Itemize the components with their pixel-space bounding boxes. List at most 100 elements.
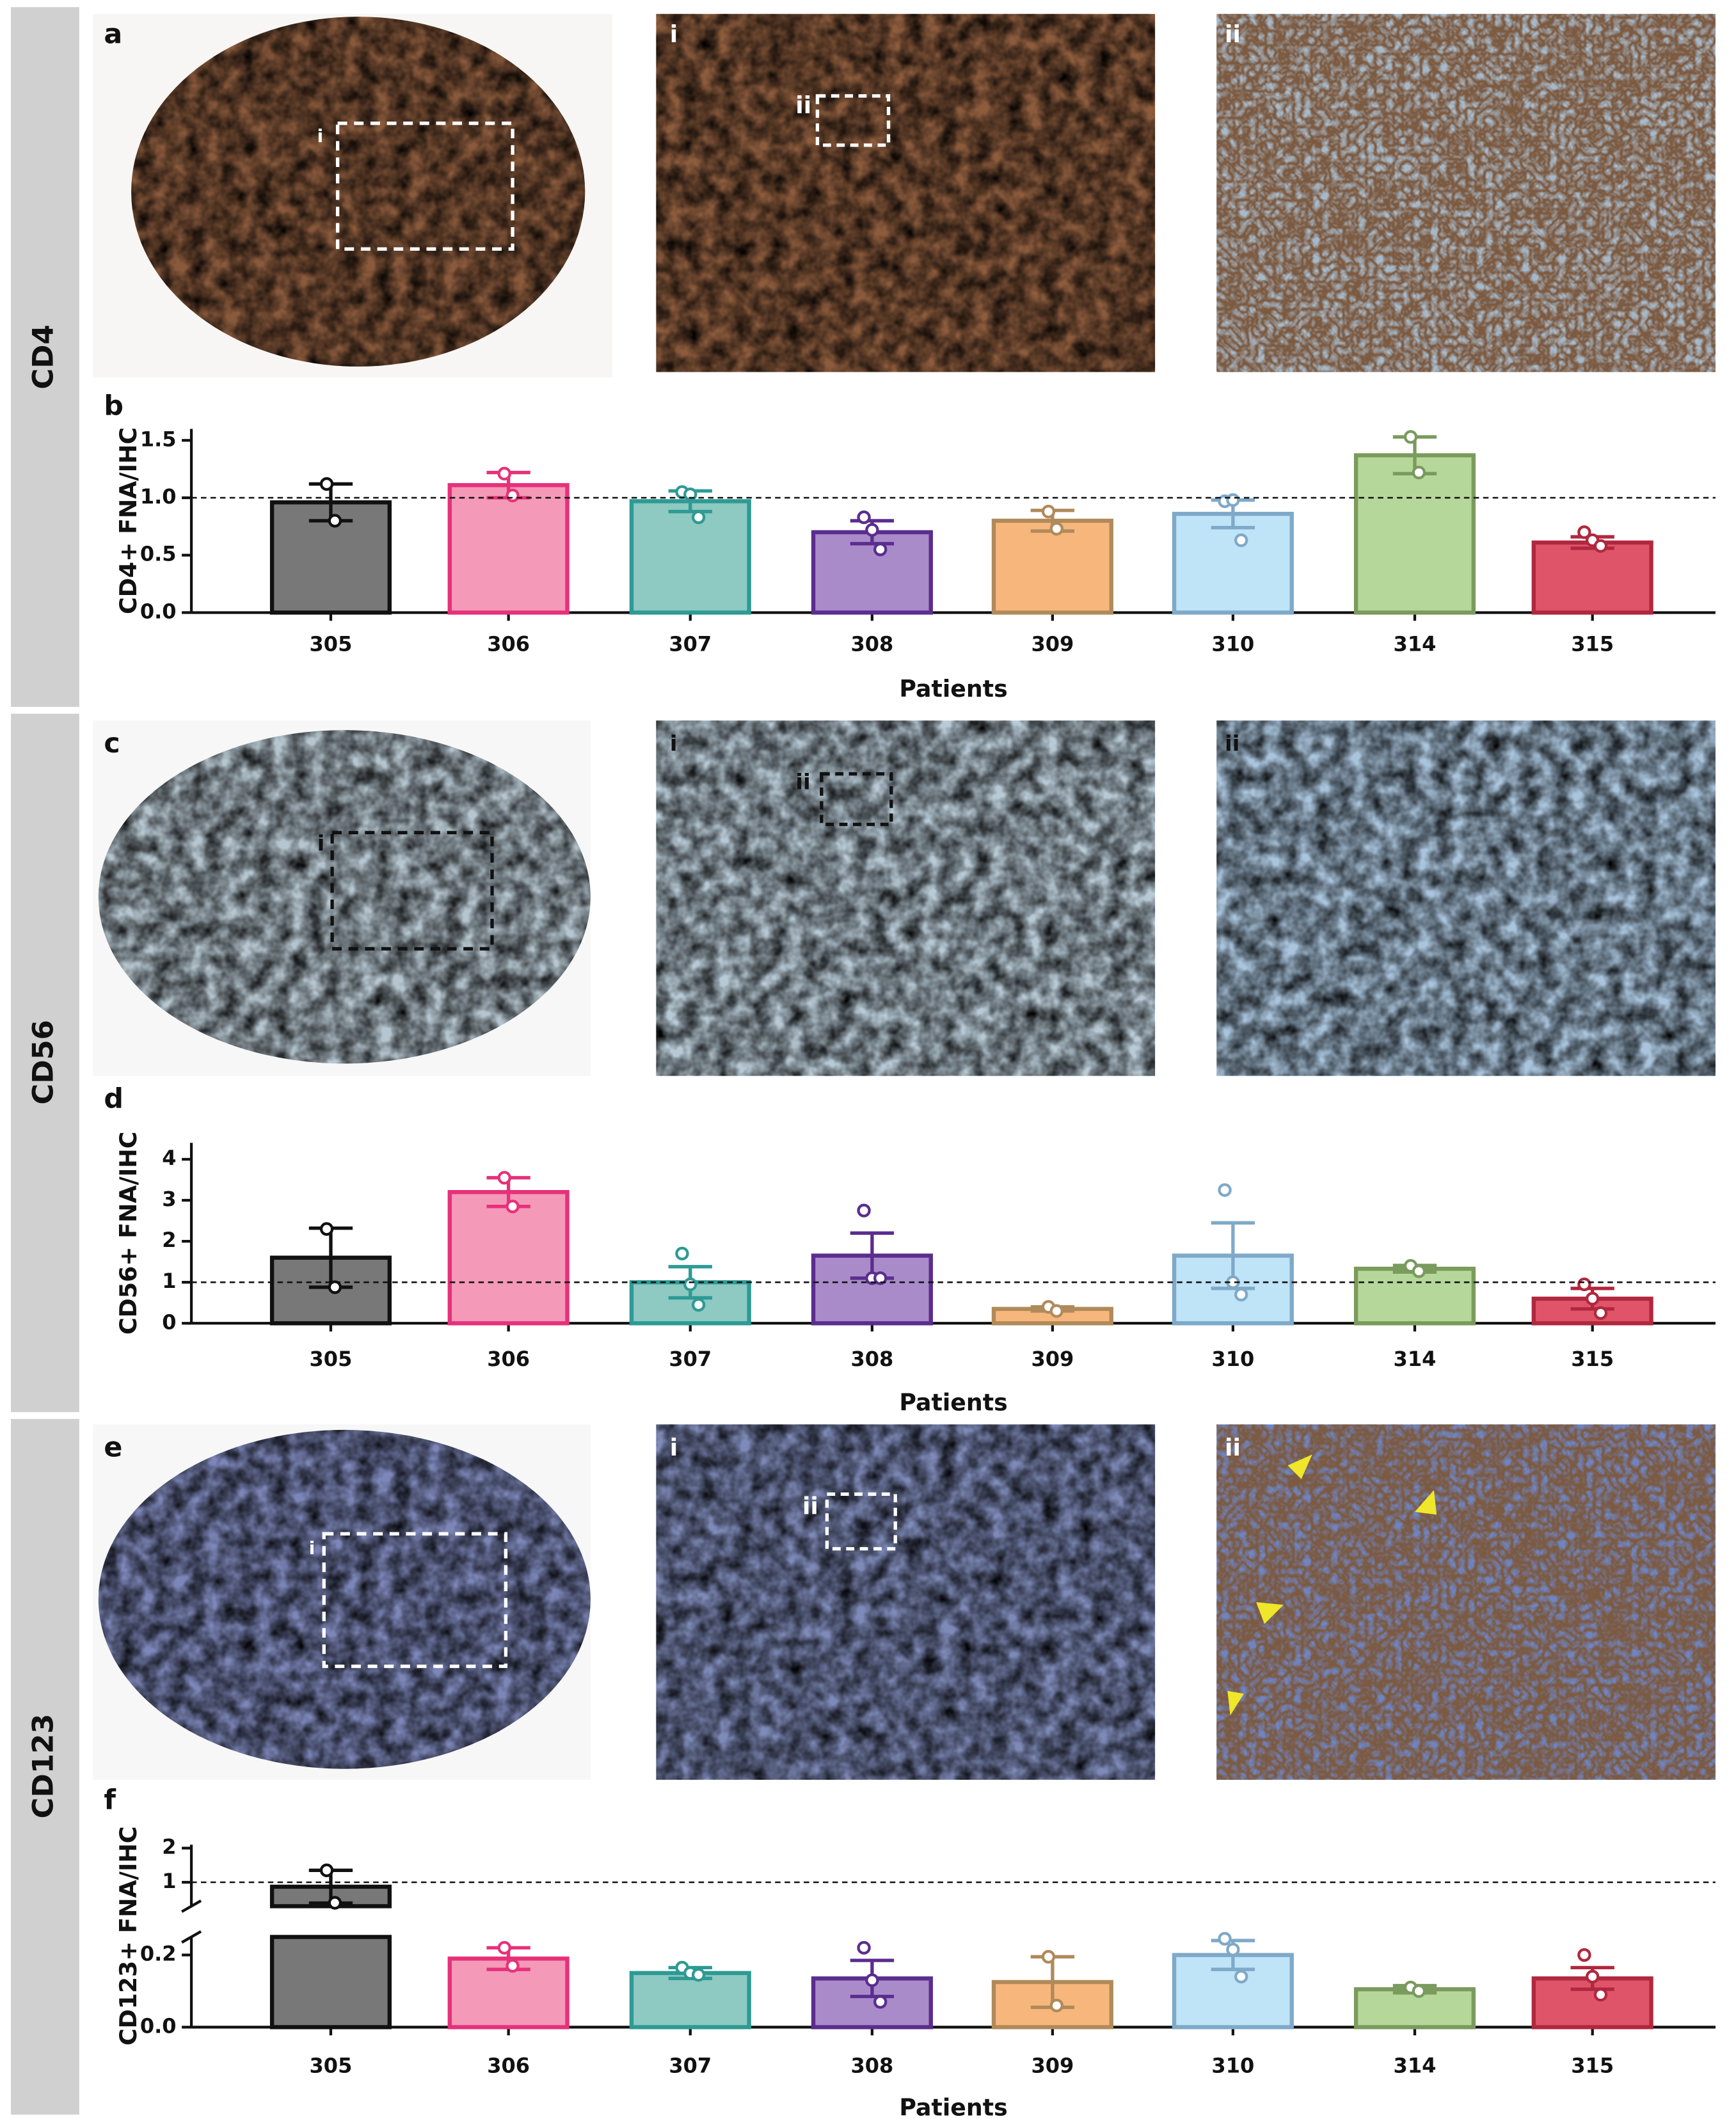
x-tick-label: 307	[669, 2053, 712, 2077]
x-tick-label: 309	[1031, 2053, 1074, 2077]
image-label: ii	[1225, 1434, 1241, 1461]
micrograph	[93, 1424, 591, 1780]
bar	[269, 1935, 392, 2029]
data-point	[328, 1280, 342, 1294]
data-point	[683, 1277, 697, 1292]
micrograph	[656, 720, 1156, 1076]
stain-label: CD123	[26, 1714, 60, 1819]
data-point	[1403, 430, 1418, 444]
bar	[1531, 540, 1653, 615]
data-point	[319, 1863, 334, 1877]
data-point	[497, 1940, 511, 1955]
data-point	[1218, 1183, 1232, 1197]
x-tick-label: 309	[1031, 1347, 1074, 1371]
x-axis-label: Patients	[899, 2094, 1007, 2119]
y-tick-label: 4	[162, 1146, 176, 1170]
data-point	[873, 1995, 888, 2009]
y-tick-label: 2	[162, 1228, 176, 1252]
data-point	[1049, 521, 1063, 536]
data-point	[328, 514, 342, 528]
stain-label: CD4	[26, 324, 60, 389]
image-label: i	[317, 831, 325, 857]
x-tick-label: 308	[850, 2053, 893, 2077]
image-label: ii	[795, 770, 810, 795]
data-point	[1041, 504, 1056, 519]
image-label: ii	[795, 91, 811, 119]
data-point	[1041, 1949, 1056, 1964]
x-tick-label: 315	[1571, 1347, 1614, 1371]
x-tick-label: 314	[1394, 632, 1437, 656]
data-point	[506, 1199, 520, 1214]
bar	[1353, 453, 1476, 615]
x-tick-label: 308	[850, 632, 893, 656]
x-tick-label: 309	[1031, 632, 1074, 656]
data-point	[675, 1246, 689, 1261]
micrograph	[656, 13, 1156, 372]
data-point	[1049, 1998, 1063, 2013]
axis-break	[181, 1930, 202, 1944]
side-bar	[11, 1418, 79, 2115]
data-point	[319, 477, 334, 491]
image-label: i	[309, 1537, 315, 1559]
side-bar	[11, 7, 79, 707]
x-tick-label: 310	[1211, 1347, 1254, 1371]
data-point	[857, 510, 871, 525]
data-point	[1593, 539, 1608, 553]
bar	[629, 1971, 751, 2029]
data-point	[506, 488, 520, 503]
data-point	[1586, 1292, 1600, 1306]
data-point	[857, 1203, 871, 1218]
x-tick-label: 305	[310, 2053, 353, 2077]
x-tick-label: 305	[310, 632, 353, 656]
panel-label: b	[104, 390, 123, 422]
data-point	[1577, 1948, 1591, 1962]
x-tick-label: 315	[1571, 2053, 1614, 2077]
image-label: i	[317, 125, 324, 147]
data-point	[1218, 1932, 1232, 1946]
data-point	[865, 1973, 879, 1987]
data-point	[1234, 533, 1248, 548]
panel-label: f	[104, 1784, 116, 1816]
x-axis-label: Patients	[899, 1388, 1007, 1416]
panel-label: e	[104, 1431, 122, 1463]
y-tick-label: 1	[162, 1269, 176, 1293]
micrograph	[93, 13, 613, 378]
bar	[1353, 1266, 1476, 1326]
side-bar	[11, 713, 79, 1413]
data-point	[497, 1171, 511, 1185]
y-axis-label: CD123+ FNA/IHC	[115, 1827, 142, 2046]
y-tick-label: 3	[162, 1187, 176, 1211]
x-tick-label: 305	[310, 1347, 353, 1371]
data-point	[1412, 1984, 1426, 1998]
panel-label: c	[104, 727, 120, 759]
x-tick-label: 314	[1394, 2053, 1437, 2077]
data-point	[1412, 1264, 1426, 1278]
bar	[811, 1976, 933, 2029]
y-tick-label: 1.5	[140, 427, 177, 451]
data-point	[1593, 1306, 1608, 1320]
data-point	[506, 1958, 520, 1973]
y-axis-label: CD4+ FNA/IHC	[115, 427, 142, 614]
bar	[447, 1190, 569, 1326]
data-point	[1593, 1988, 1608, 2002]
bar	[991, 518, 1113, 615]
data-point	[1049, 1304, 1063, 1318]
x-tick-label: 307	[669, 632, 712, 656]
x-tick-label: 314	[1394, 1347, 1437, 1371]
x-axis-label: Patients	[899, 675, 1007, 702]
y-tick-label: 0.0	[140, 599, 177, 623]
image-label: ii	[1225, 20, 1241, 48]
data-point	[873, 543, 888, 557]
micrograph	[1216, 1424, 1716, 1780]
data-point	[1586, 1969, 1600, 1984]
x-tick-label: 306	[487, 632, 530, 656]
image-label: i	[670, 20, 678, 48]
data-point	[691, 1298, 706, 1312]
bar	[811, 530, 933, 615]
data-point	[1577, 1277, 1591, 1292]
data-point	[1226, 1942, 1240, 1956]
x-tick-label: 306	[487, 1347, 530, 1371]
micrograph	[1216, 720, 1716, 1076]
panel-label: a	[104, 18, 122, 50]
